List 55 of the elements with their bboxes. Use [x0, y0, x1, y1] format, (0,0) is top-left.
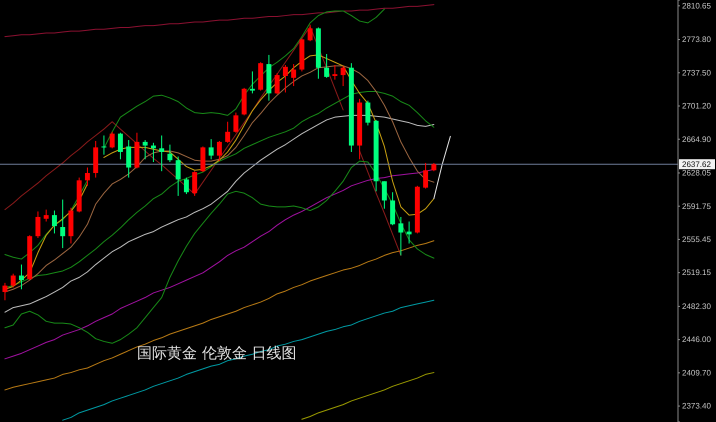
y-tick-label: 2773.80 — [682, 35, 712, 44]
candlestick — [118, 132, 123, 160]
candlestick — [274, 72, 280, 95]
candlestick — [167, 144, 172, 163]
candlestick — [101, 134, 106, 156]
candlestick — [423, 162, 428, 190]
line-series — [301, 372, 434, 420]
candlestick — [60, 199, 66, 249]
y-tick-label: 2555.45 — [682, 234, 712, 244]
candlestick — [233, 112, 238, 134]
candlestick — [208, 138, 214, 160]
candlestick — [192, 170, 198, 196]
y-tick-label: 2664.90 — [682, 134, 712, 144]
candlestick — [332, 64, 338, 80]
candlestick — [225, 121, 230, 144]
ref-line-label: 2637.62 — [682, 160, 712, 170]
y-tick-label: 2810.65 — [682, 1, 712, 10]
candlestick — [308, 24, 313, 42]
y-tick-label: 2482.30 — [682, 302, 712, 311]
y-tick-label: 2446.00 — [682, 335, 712, 344]
candlestick — [18, 264, 24, 290]
y-tick-label: 2409.70 — [682, 368, 712, 378]
line-series — [4, 240, 434, 390]
candlestick — [110, 131, 115, 149]
candlestick — [150, 142, 156, 163]
candlestick — [406, 221, 412, 244]
candlestick — [176, 156, 181, 196]
candlestick — [365, 100, 370, 126]
candlestick — [142, 140, 148, 160]
candlestick — [324, 54, 330, 78]
candlestick — [10, 273, 16, 288]
y-tick-label: 2701.20 — [682, 102, 712, 111]
candlestick — [291, 64, 296, 87]
candlestick — [126, 140, 132, 178]
candlestick — [44, 209, 49, 222]
candlestick — [382, 180, 387, 210]
candlestick — [200, 146, 206, 173]
y-tick-label: 2737.50 — [682, 68, 712, 78]
line-series — [62, 300, 434, 421]
candlestick — [282, 64, 288, 93]
candlestick — [35, 210, 40, 239]
candlestick — [52, 210, 57, 234]
y-tick-label: 2373.40 — [682, 402, 712, 411]
candlestick — [398, 216, 404, 256]
candlestick — [84, 167, 90, 186]
candlestick — [216, 140, 222, 162]
y-tick-label: 2519.15 — [682, 268, 712, 278]
candlestick — [184, 177, 189, 195]
y-tick-label: 2591.75 — [682, 202, 712, 211]
candlestick — [390, 192, 396, 226]
candlestick — [2, 282, 8, 301]
y-tick-label: 2628.05 — [682, 168, 712, 178]
line-series — [4, 4, 434, 38]
candlestick — [159, 134, 164, 172]
candlestick — [340, 65, 346, 87]
